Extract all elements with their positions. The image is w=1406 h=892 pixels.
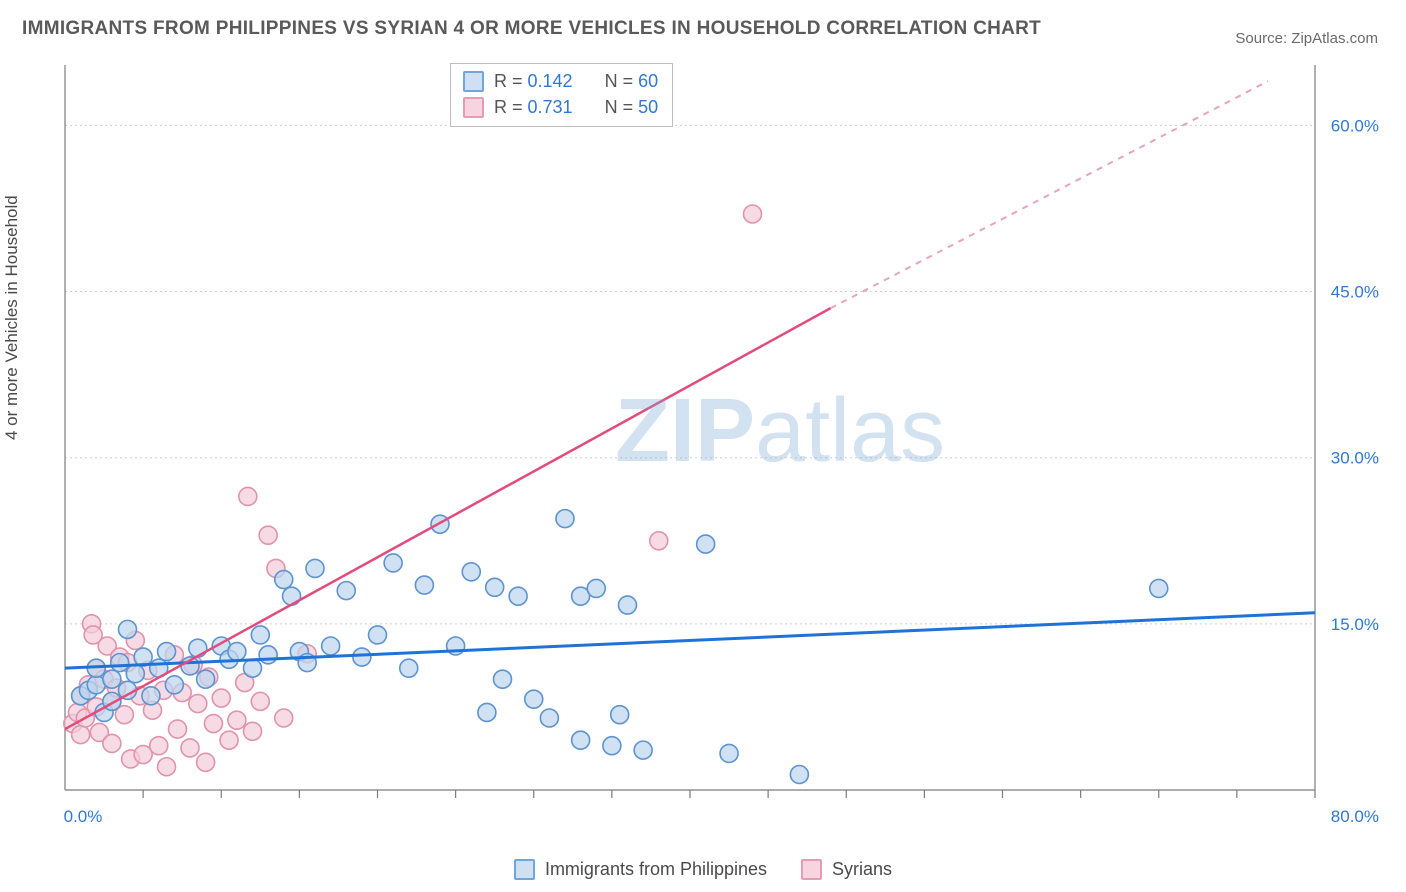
legend-r-label: R = 0.142 bbox=[494, 68, 573, 94]
chart-title: IMMIGRANTS FROM PHILIPPINES VS SYRIAN 4 … bbox=[22, 18, 1041, 40]
legend-n-value: 60 bbox=[638, 71, 658, 91]
swatch-pink-icon bbox=[801, 859, 822, 880]
svg-text:45.0%: 45.0% bbox=[1331, 283, 1379, 302]
legend-item-syrians: Syrians bbox=[801, 859, 892, 880]
plot-area: 15.0%30.0%45.0%60.0%0.0%80.0% ZIPatlas bbox=[55, 60, 1385, 830]
source-link[interactable]: ZipAtlas.com bbox=[1291, 30, 1378, 47]
svg-text:80.0%: 80.0% bbox=[1331, 807, 1379, 826]
source-prefix: Source: bbox=[1235, 30, 1291, 47]
svg-text:60.0%: 60.0% bbox=[1331, 116, 1379, 135]
legend-row-syrians: R = 0.731 N = 50 bbox=[463, 94, 658, 120]
legend-n-label: N = 50 bbox=[605, 94, 659, 120]
source-attribution: Source: ZipAtlas.com bbox=[1235, 30, 1378, 47]
legend-r-value: 0.142 bbox=[528, 71, 573, 91]
legend-row-philippines: R = 0.142 N = 60 bbox=[463, 68, 658, 94]
series-legend: Immigrants from Philippines Syrians bbox=[0, 859, 1406, 880]
svg-text:0.0%: 0.0% bbox=[64, 807, 103, 826]
legend-item-label: Syrians bbox=[832, 859, 892, 880]
swatch-blue-icon bbox=[514, 859, 535, 880]
legend-r-label: R = 0.731 bbox=[494, 94, 573, 120]
swatch-pink-icon bbox=[463, 97, 484, 118]
svg-text:30.0%: 30.0% bbox=[1331, 449, 1379, 468]
swatch-blue-icon bbox=[463, 71, 484, 92]
legend-n-label: N = 60 bbox=[605, 68, 659, 94]
legend-r-value: 0.731 bbox=[528, 97, 573, 117]
y-axis-label: 4 or more Vehicles in Household bbox=[2, 195, 22, 440]
svg-text:15.0%: 15.0% bbox=[1331, 615, 1379, 634]
scatter-chart-svg: 15.0% 30.0% 45.0% 60.0% 0.0% 80.0% bbox=[55, 60, 1385, 830]
legend-item-label: Immigrants from Philippines bbox=[545, 859, 767, 880]
correlation-legend: R = 0.142 N = 60 R = 0.731 N = 50 bbox=[450, 63, 673, 127]
legend-item-philippines: Immigrants from Philippines bbox=[514, 859, 767, 880]
legend-n-value: 50 bbox=[638, 97, 658, 117]
